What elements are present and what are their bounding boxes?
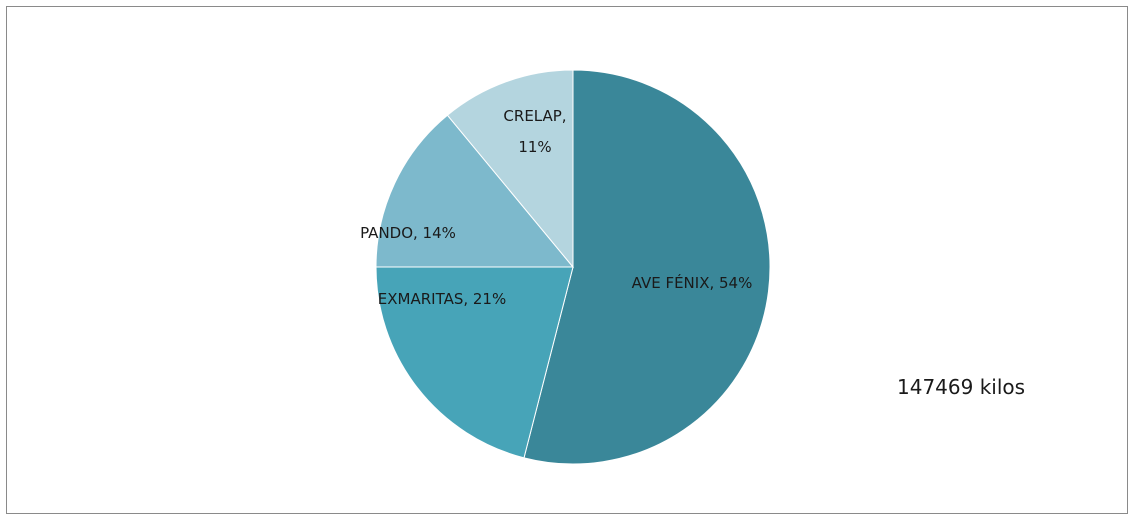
pie-slice-pando — [375, 114, 575, 268]
slice-label-pando: PANDO, 14% — [360, 224, 456, 242]
pie-chart: AVE FÉNIX, 54% EXMARITAS, 21% PANDO, 14% CR… — [360, 69, 771, 465]
slice-label-crelap-line-2: 11% — [518, 138, 551, 156]
pie-slice-exmaritas — [375, 266, 574, 459]
pie-slice-crelap — [446, 69, 574, 269]
slice-label-exmaritas: EXMARITAS, 21% — [378, 290, 506, 308]
chart-area: AVE FÉNIX, 54% EXMARITAS, 21% PANDO, 14% CR… — [6, 6, 1128, 514]
pie-slice-ave-f-nix — [523, 69, 771, 465]
total-kilos-text: 147469 kilos — [897, 375, 1026, 399]
slice-label-ave-f-nix: AVE FÉNIX, 54% — [632, 273, 753, 292]
slice-label-crelap-line-1: CRELAP, — [503, 107, 566, 125]
